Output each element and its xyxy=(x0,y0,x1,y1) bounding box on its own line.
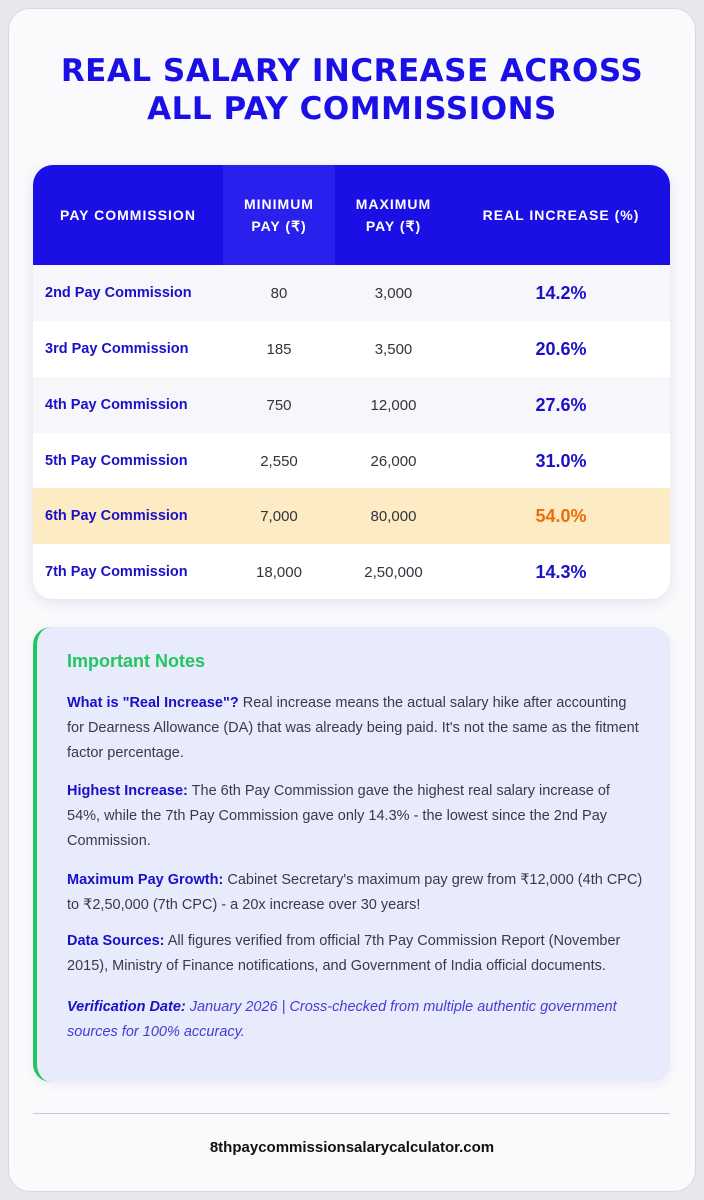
real-increase: 54.0% xyxy=(535,505,587,526)
header-real-increase: REAL INCREASE (%) xyxy=(482,207,640,223)
commission-name: 6th Pay Commission xyxy=(45,508,188,524)
table-header: PAY COMMISSION MINIMUM PAY (₹) MAXIMUM P… xyxy=(33,165,670,265)
maximum-pay: 2,50,000 xyxy=(364,563,423,581)
real-increase: 20.6% xyxy=(535,338,587,359)
notes-title: Important Notes xyxy=(67,651,206,671)
maximum-pay: 3,500 xyxy=(374,340,413,358)
note-text: January 2026 | Cross-checked from multip… xyxy=(67,999,617,1040)
maximum-pay: 26,000 xyxy=(370,452,417,470)
title-line-1: REAL SALARY INCREASE ACROSS xyxy=(60,53,644,89)
note-data-sources: Data Sources: All figures verified from … xyxy=(67,929,647,979)
table-row: 7th Pay Commission 18,000 2,50,000 14.3% xyxy=(33,544,670,599)
real-increase: 27.6% xyxy=(535,394,587,415)
table-row-highlighted: 6th Pay Commission 7,000 80,000 54.0% xyxy=(33,488,670,544)
note-label: Maximum Pay Growth: xyxy=(67,872,224,888)
footer-site: 8thpaycommissionsalarycalculator.com xyxy=(209,1139,495,1156)
maximum-pay: 3,000 xyxy=(374,284,413,302)
note-verification-date: Verification Date: January 2026 | Cross-… xyxy=(67,995,647,1045)
minimum-pay: 80 xyxy=(270,284,288,302)
table-row: 3rd Pay Commission 185 3,500 20.6% xyxy=(33,321,670,377)
minimum-pay: 750 xyxy=(266,396,292,414)
table-row: 4th Pay Commission 750 12,000 27.6% xyxy=(33,377,670,433)
minimum-pay: 18,000 xyxy=(256,563,302,581)
header-pay-commission: PAY COMMISSION xyxy=(60,207,196,223)
page-title: REAL SALARY INCREASE ACROSS ALL PAY COMM… xyxy=(0,52,704,128)
minimum-pay: 2,550 xyxy=(260,452,298,470)
note-label: Verification Date: xyxy=(67,999,186,1015)
commission-name: 2nd Pay Commission xyxy=(45,285,192,301)
note-real-increase: What is "Real Increase"? Real increase m… xyxy=(67,691,647,766)
minimum-pay: 7,000 xyxy=(260,507,298,525)
maximum-pay: 80,000 xyxy=(370,507,417,525)
commission-name: 3rd Pay Commission xyxy=(45,341,189,357)
note-text: The 6th Pay Commission gave the highest … xyxy=(67,783,610,849)
commission-name: 4th Pay Commission xyxy=(45,397,188,413)
important-notes-box: Important Notes What is "Real Increase"?… xyxy=(33,627,670,1082)
table-row: 5th Pay Commission 2,550 26,000 31.0% xyxy=(33,433,670,489)
note-label: What is "Real Increase"? xyxy=(67,695,239,711)
title-line-2: ALL PAY COMMISSIONS xyxy=(147,91,557,127)
note-text: All figures verified from official 7th P… xyxy=(67,933,621,974)
minimum-pay: 185 xyxy=(266,340,292,358)
table-row: 2nd Pay Commission 80 3,000 14.2% xyxy=(33,265,670,321)
commission-name: 5th Pay Commission xyxy=(45,453,188,469)
salary-table: PAY COMMISSION MINIMUM PAY (₹) MAXIMUM P… xyxy=(33,165,670,599)
real-increase: 14.3% xyxy=(535,561,587,582)
real-increase: 31.0% xyxy=(535,450,587,471)
note-highest-increase: Highest Increase: The 6th Pay Commission… xyxy=(67,779,647,854)
note-label: Data Sources: xyxy=(67,933,165,949)
header-maximum-pay: MAXIMUM PAY (₹) xyxy=(355,196,432,234)
note-label: Highest Increase: xyxy=(67,783,188,799)
note-text: Cabinet Secretary's maximum pay grew fro… xyxy=(67,872,643,913)
real-increase: 14.2% xyxy=(535,282,587,303)
maximum-pay: 12,000 xyxy=(370,396,417,414)
footer-divider xyxy=(33,1113,670,1114)
note-maximum-pay-growth: Maximum Pay Growth: Cabinet Secretary's … xyxy=(67,868,647,918)
note-text: Real increase means the actual salary hi… xyxy=(67,695,639,761)
commission-name: 7th Pay Commission xyxy=(45,564,188,580)
header-minimum-pay: MINIMUM PAY (₹) xyxy=(223,165,335,265)
